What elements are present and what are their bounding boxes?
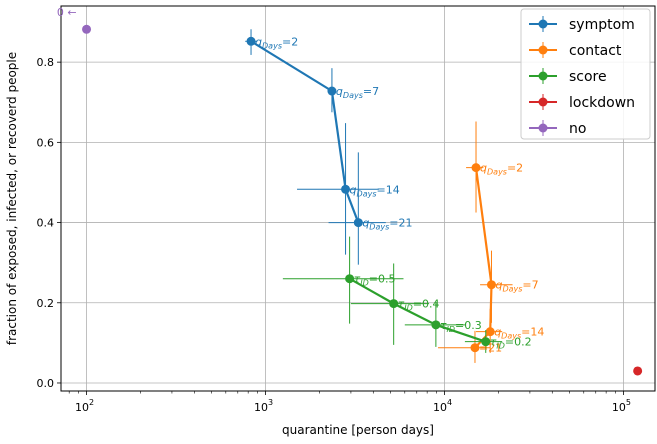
legend-label: symptom [569, 17, 635, 33]
y-tick-label: 0.8 [37, 56, 55, 69]
x-tick-label: 102 [75, 398, 94, 414]
series-lockdown [633, 366, 643, 376]
legend-label: contact [569, 43, 622, 59]
point-labels: qDays=2 qDays=7 qDays=14 qDays=21 qDays=2 qDa… [255, 35, 544, 354]
point-label: qDays=21 [362, 217, 412, 232]
series-line [250, 40, 360, 223]
y-tick-label: 0.0 [37, 377, 55, 390]
y-tick-label: 0.4 [37, 217, 55, 230]
point-label: qDays=14 [350, 183, 400, 198]
data-point [246, 36, 256, 46]
point-label: τID=0.2 [490, 336, 532, 351]
data-point [341, 184, 351, 194]
series-line [349, 277, 487, 343]
data-point [353, 218, 363, 228]
x-axis-label: quarantine [person days] [282, 423, 434, 437]
data-point [327, 86, 337, 96]
legend-label: no [569, 121, 586, 137]
point-label: qDays=2 [480, 162, 523, 177]
legend-item-no: no [529, 120, 586, 137]
y-tick-label: 0.6 [37, 136, 55, 149]
series-no [82, 24, 92, 34]
point-label: τID=0.5 [354, 273, 396, 288]
legend-marker [538, 19, 548, 29]
x-tick-label: 103 [254, 398, 273, 414]
data-point [82, 24, 92, 34]
data-point [633, 366, 643, 376]
series-layer [82, 24, 643, 376]
data-point [485, 327, 495, 337]
series-score [282, 236, 503, 353]
data-point [431, 320, 441, 330]
legend-item-score: score [529, 68, 607, 85]
plot-frame [60, 5, 656, 392]
legend-label: score [569, 69, 607, 85]
point-label: =21 [479, 342, 502, 355]
y-tick-label: 0.2 [37, 297, 55, 310]
legend-item-symptom: symptom [529, 16, 635, 33]
legend: symptom contact score lockdown no [520, 8, 651, 140]
data-point [345, 274, 355, 284]
series-symptom [245, 29, 386, 265]
legend-marker [538, 123, 548, 133]
point-label: qDays=2 [255, 35, 298, 50]
data-point [481, 337, 491, 347]
annotation-text: 0 ← [57, 6, 77, 19]
point-label: qDays=14 [494, 326, 544, 341]
legend-item-lockdown: lockdown [529, 94, 635, 111]
x-axis-ticks: 102 103 104 105 [68, 391, 631, 414]
legend-item-contact: contact [529, 42, 622, 59]
point-label: τID=0.3 [440, 319, 482, 334]
point-label: qDays=7 [336, 85, 379, 100]
legend-label: lockdown [569, 95, 635, 111]
y-axis-label: fraction of exposed, infected, or recove… [5, 52, 19, 345]
x-tick-label: 105 [612, 398, 631, 414]
point-label: τID=0.4 [398, 298, 440, 313]
data-point [470, 343, 480, 353]
data-point [389, 299, 399, 309]
legend-box [520, 8, 651, 140]
annotations: 0 ← [57, 6, 77, 19]
legend-marker [538, 45, 548, 55]
x-tick-label: 104 [433, 398, 452, 414]
y-axis-ticks: 0.0 0.2 0.4 0.6 0.8 [37, 56, 61, 390]
legend-marker [538, 97, 548, 107]
point-label: qDays=7 [495, 279, 538, 294]
data-point [471, 163, 481, 173]
data-point [486, 280, 496, 290]
legend-marker [538, 71, 548, 81]
